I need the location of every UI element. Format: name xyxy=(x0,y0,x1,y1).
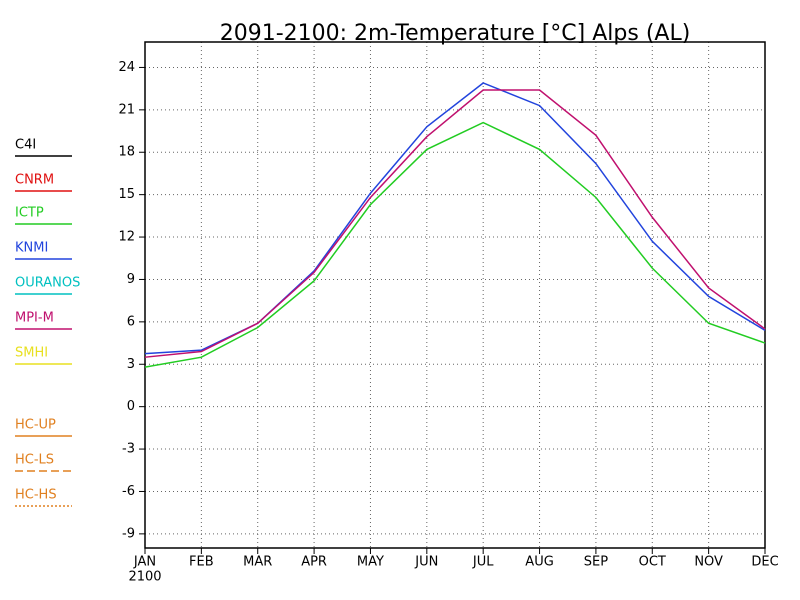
y-tick-label: -3 xyxy=(122,442,135,457)
y-tick-label: 15 xyxy=(118,187,135,202)
series-line xyxy=(144,121,766,368)
y-tick-label: 24 xyxy=(118,60,135,75)
series-line xyxy=(144,82,766,355)
x-tick-label: FEB xyxy=(189,555,214,570)
y-tick-label: 0 xyxy=(127,399,135,414)
legend-label: MPI-M xyxy=(15,311,54,326)
legend-label: CNRM xyxy=(15,173,54,188)
x-tick-label: APR xyxy=(301,555,327,570)
y-tick-label: 21 xyxy=(118,102,135,117)
x-tick-label: JUN xyxy=(414,555,438,570)
x-tick-label: MAY xyxy=(357,555,384,570)
x-tick-label: DEC xyxy=(751,555,778,570)
legend-label: ICTP xyxy=(15,206,44,221)
year-label: 2100 xyxy=(128,570,161,585)
series-line xyxy=(144,89,766,358)
legend-label: SMHI xyxy=(15,346,48,361)
legend-label: KNMI xyxy=(15,241,48,256)
y-tick-label: -6 xyxy=(122,484,135,499)
legend-label: OURANOS xyxy=(15,276,80,291)
legend-label: C4I xyxy=(15,138,36,153)
x-tick-label: JAN xyxy=(133,555,156,570)
y-tick-label: 3 xyxy=(127,357,135,372)
y-tick-label: 9 xyxy=(127,272,135,287)
legend-label: HC-HS xyxy=(15,488,57,503)
x-tick-label: NOV xyxy=(694,555,723,570)
x-tick-label: MAR xyxy=(243,555,272,570)
plot-frame xyxy=(144,41,766,549)
legend-label: HC-UP xyxy=(15,418,56,433)
x-tick-label: AUG xyxy=(525,555,553,570)
x-tick-label: SEP xyxy=(584,555,608,570)
x-tick-label: OCT xyxy=(639,555,666,570)
legend-label: HC-LS xyxy=(15,453,54,468)
y-tick-label: 6 xyxy=(127,314,135,329)
x-tick-label: JUL xyxy=(472,555,494,570)
y-tick-label: 12 xyxy=(118,230,135,245)
y-tick-label: -9 xyxy=(122,526,135,541)
y-tick-label: 18 xyxy=(118,145,135,160)
